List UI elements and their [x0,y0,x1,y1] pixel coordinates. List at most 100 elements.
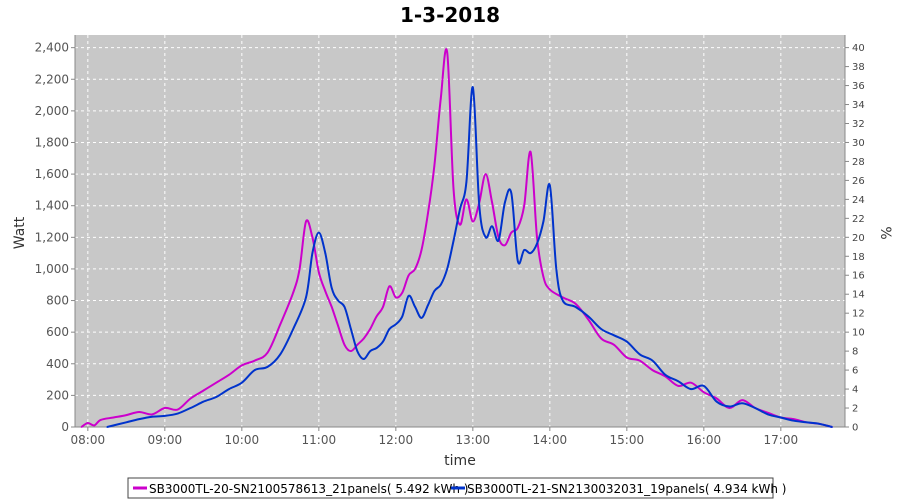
data-point [433,290,436,292]
data-point [311,236,314,239]
y2-tick-label: 12 [852,309,865,320]
data-point [362,358,365,360]
data-point [420,317,423,319]
data-point [298,268,301,270]
data-point [529,252,532,254]
y-tick-label: 2,200 [35,72,69,86]
data-point [369,350,371,352]
y-tick-label: 1,800 [35,135,69,149]
data-point [549,288,551,291]
data-point [266,366,269,368]
data-point [472,86,474,88]
data-point [561,299,564,302]
y2-tick-label: 18 [852,252,865,263]
data-point [337,325,339,327]
data-point [677,380,679,382]
data-point [292,328,294,330]
data-point [427,304,429,307]
data-point [151,415,153,418]
y-tick-label: 2,000 [35,104,69,118]
y2-tick-label: 28 [852,157,865,168]
y-tick-label: 1,200 [35,230,69,244]
data-point [542,220,545,223]
data-point [574,306,577,308]
data-point [318,271,320,273]
x-tick-label: 17:00 [764,433,799,447]
data-point [369,328,371,330]
y-tick-label: 2,400 [35,41,69,55]
data-point [574,302,577,305]
data-point [80,426,83,428]
data-point [664,374,667,376]
data-point [536,242,538,245]
data-point [253,359,256,362]
data-point [452,189,455,191]
data-point [472,220,474,223]
data-point [638,353,641,356]
y2-axis-label: % [877,226,893,239]
y2-tick-label: 32 [852,119,865,130]
data-point [292,291,294,294]
x-tick-label: 15:00 [610,433,645,447]
y2-tick-label: 16 [852,271,865,282]
data-point [375,347,378,349]
y-axis-label: Watt [12,216,28,249]
x-tick-label: 08:00 [71,433,106,447]
data-point [202,389,205,392]
series-lines [80,48,833,428]
data-point [690,388,692,390]
data-point [600,328,602,330]
data-point [253,369,256,371]
y2-tick-label: 36 [852,81,865,92]
data-point [831,426,833,428]
x-tick-label: 16:00 [687,433,722,447]
data-point [125,421,128,424]
data-point [504,244,506,247]
data-point [805,421,808,424]
data-point [388,328,391,330]
data-point [465,181,468,183]
data-point [266,351,269,354]
data-point [818,423,821,425]
data-point [356,350,359,352]
data-point [125,414,128,416]
data-point [99,419,102,421]
data-point [510,192,513,194]
series-line-2 [106,86,833,428]
data-point [690,381,692,384]
data-point [427,212,429,215]
data-point [151,413,153,416]
data-point [414,306,416,308]
data-point [516,227,519,229]
data-point [337,299,339,302]
data-point [613,334,615,337]
series-line-1 [80,48,833,428]
y2-tick-label: 14 [852,290,865,301]
x-tick-label: 11:00 [302,433,337,447]
data-point [728,407,731,409]
data-point [484,236,487,239]
data-point [536,236,538,239]
data-point [414,268,416,270]
data-point [395,296,397,299]
data-point [138,418,140,420]
chart-title: 1-3-2018 [400,3,500,27]
data-point [484,173,487,175]
data-point [164,407,166,409]
x-tick-label: 13:00 [456,433,491,447]
data-point [356,344,359,346]
data-point [407,274,410,277]
data-point [343,306,346,308]
data-point [613,344,615,346]
data-point [767,413,769,416]
y-tick-label: 200 [46,388,69,402]
y2-tick-label: 40 [852,43,865,54]
y2-tick-label: 34 [852,100,865,111]
legend: SB3000TL-20-SN2100578613_21panels( 5.492… [127,477,786,499]
data-point [228,388,230,390]
x-tick-label: 09:00 [148,433,183,447]
data-point [638,359,641,362]
data-point [555,268,558,270]
